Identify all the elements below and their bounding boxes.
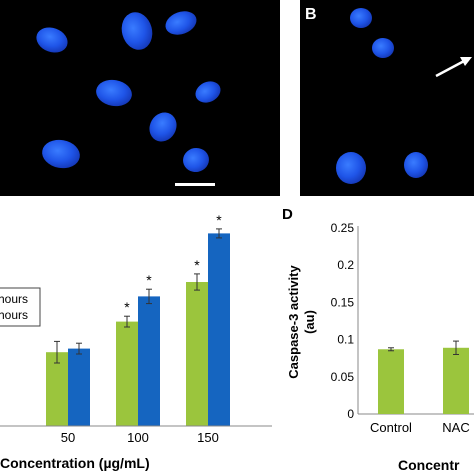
y-axis-label-line1: Caspase-3 activity [286, 265, 301, 379]
nucleus [144, 107, 182, 147]
nucleus [336, 152, 366, 184]
nucleus [162, 7, 200, 39]
nucleus [350, 8, 372, 28]
x-tick-labels: Control NAC [370, 420, 470, 435]
y-tick-label: 0.1 [337, 333, 354, 347]
y-tick-label: 0.15 [331, 295, 355, 309]
bar-chart-caspase: Caspase-3 activity (au) 00.050.10.150.20… [286, 221, 474, 473]
y-tick-label: 0 [347, 407, 354, 421]
y-axis-label-line2: (au) [302, 310, 317, 334]
legend-entry-1: hours [0, 292, 28, 306]
bar [378, 349, 404, 414]
arrow-icon [435, 57, 472, 78]
bar [116, 321, 138, 426]
micrograph-panel-b: B [300, 0, 474, 196]
bar [443, 347, 469, 414]
error-bar-group [54, 228, 222, 364]
nucleus [32, 23, 72, 57]
x-tick-label: 100 [127, 430, 149, 445]
error-bar-group [388, 340, 459, 355]
x-tick-label: Control [370, 420, 412, 435]
legend-entry-2: hours [0, 308, 28, 322]
x-tick-label: 50 [61, 430, 75, 445]
x-tick-label: NAC [442, 420, 469, 435]
nucleus [117, 8, 157, 54]
nucleus [94, 77, 134, 109]
x-axis-label: Concentration (µg/mL) [0, 455, 150, 471]
x-tick-labels: 50 100 150 [61, 430, 219, 445]
micrograph-panel-a [0, 0, 280, 196]
bar [208, 233, 230, 426]
panel-label-d: D [282, 206, 293, 223]
significance-group: * * * * [124, 212, 222, 315]
y-tick-label: 0.05 [331, 370, 355, 384]
significance-marker: * [124, 299, 130, 315]
bar [186, 282, 208, 426]
nucleus [372, 38, 394, 58]
significance-marker: * [146, 272, 152, 288]
bar-group [378, 347, 469, 414]
significance-marker: * [194, 257, 200, 273]
nucleus [39, 136, 83, 172]
y-tick-label: 0.25 [331, 221, 355, 235]
nucleus [191, 77, 225, 107]
x-tick-label: 150 [197, 430, 219, 445]
scale-bar [175, 183, 215, 186]
bar-chart-concentration: * * * * 50 100 150 hours hours Concentration … [0, 212, 272, 471]
x-axis-label: Concentr [398, 457, 460, 473]
significance-marker: * [216, 212, 222, 228]
y-tick-labels: 0 0.05 0.1 0.15 0.2 0.25 [331, 221, 355, 421]
panel-label-b: B [305, 6, 317, 23]
nucleus [181, 145, 211, 175]
bar [68, 348, 90, 426]
legend: hours hours [0, 287, 41, 327]
bar [46, 352, 68, 426]
y-tick-label: 0.2 [337, 258, 354, 272]
nucleus [404, 152, 428, 178]
bar [138, 296, 160, 426]
bar-group [46, 233, 230, 426]
